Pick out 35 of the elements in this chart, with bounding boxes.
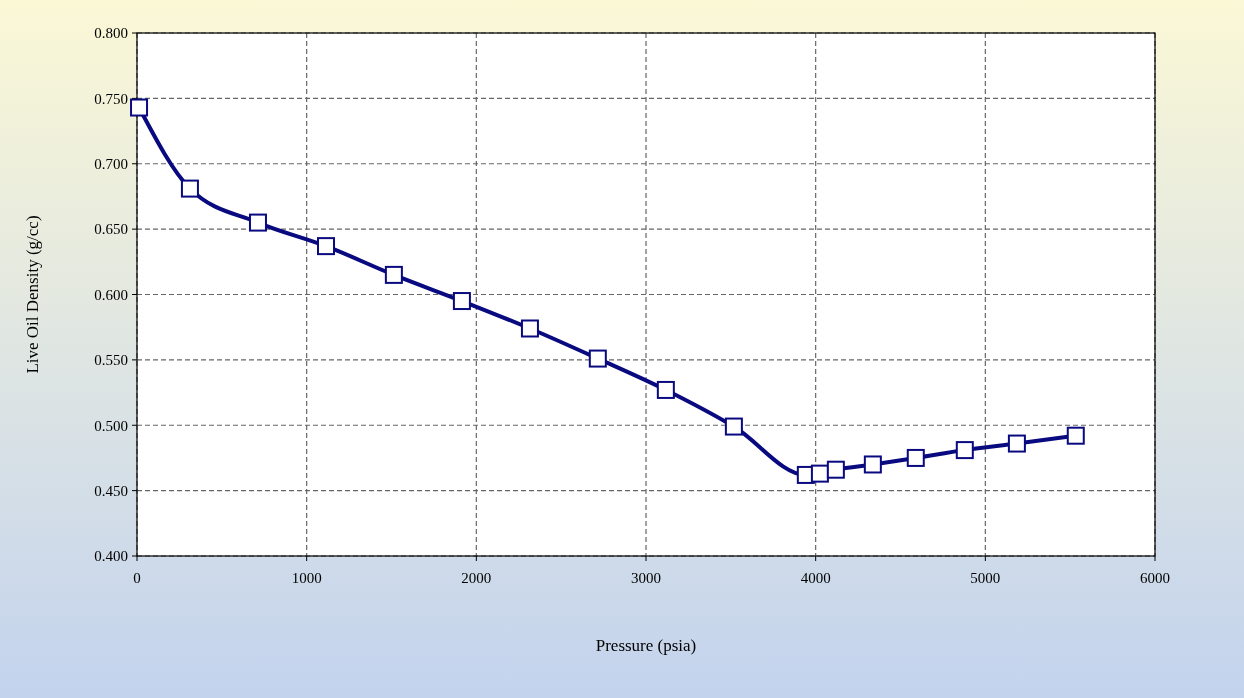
- x-tick-label: 5000: [970, 570, 1001, 586]
- x-axis-title: Pressure (psia): [595, 636, 697, 655]
- x-tick-label: 0: [133, 570, 141, 586]
- point: [520, 319, 539, 338]
- y-tick-label: 0.650: [94, 221, 128, 238]
- y-axis-title: Live Oil Density (g/cc): [23, 215, 42, 374]
- y-tick-label: 0.800: [94, 25, 128, 42]
- point: [588, 349, 607, 368]
- point: [1066, 426, 1085, 445]
- y-tick-label: 0.750: [94, 90, 128, 107]
- x-tick-label: 4000: [800, 570, 831, 586]
- x-tick-label: 3000: [631, 570, 661, 586]
- x-tick-label: 2000: [461, 570, 492, 586]
- point: [317, 237, 336, 256]
- point: [826, 460, 845, 479]
- point: [906, 448, 925, 467]
- point: [248, 213, 267, 232]
- point: [724, 417, 743, 436]
- point: [955, 441, 974, 460]
- point: [130, 98, 149, 117]
- point: [656, 380, 675, 399]
- point: [1007, 434, 1026, 453]
- point: [863, 455, 882, 474]
- y-tick-label: 0.450: [94, 482, 128, 499]
- y-tick-label: 0.700: [94, 156, 128, 172]
- y-tick-label: 0.550: [94, 352, 128, 369]
- point: [384, 265, 403, 284]
- x-tick-label: 1000: [291, 570, 322, 586]
- y-tick-label: 0.500: [94, 417, 128, 434]
- point: [810, 464, 829, 483]
- x-tick-label: 6000: [1140, 570, 1170, 586]
- y-tick-label: 0.600: [94, 286, 128, 303]
- y-tick-label: 0.400: [94, 548, 128, 565]
- point: [180, 179, 199, 198]
- point: [452, 292, 471, 311]
